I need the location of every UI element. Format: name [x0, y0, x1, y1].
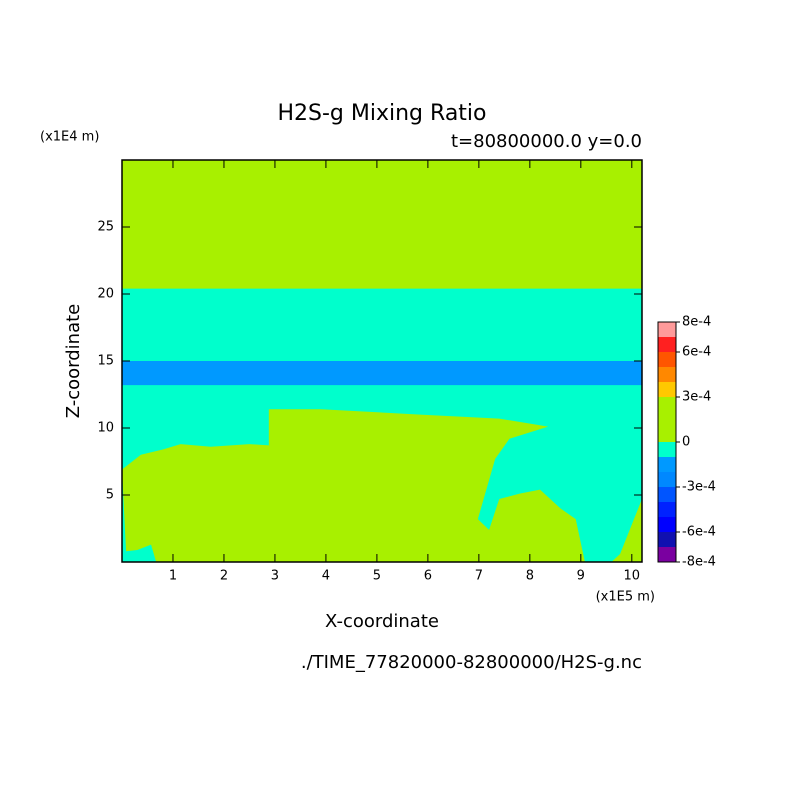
x-tick-label: 1 — [169, 569, 177, 584]
y-unit: (x1E4 m) — [40, 130, 99, 145]
x-tick-label: 7 — [475, 569, 483, 584]
field — [122, 160, 642, 562]
chart-subtitle: t=80800000.0 y=0.0 — [451, 131, 642, 152]
x-tick-label: 5 — [373, 569, 381, 584]
contour-region — [122, 361, 642, 386]
colorbar-segment — [658, 547, 676, 562]
x-axis-label: X-coordinate — [325, 611, 439, 632]
colorbar-segment — [658, 502, 676, 517]
colorbar-tick-label: 3e-4 — [682, 390, 711, 405]
colorbar-tick-label: 0 — [682, 435, 690, 450]
colorbar-tick-label: -8e-4 — [682, 555, 716, 570]
colorbar-segment — [658, 382, 676, 397]
colorbar-segment — [658, 472, 676, 487]
y-axis-label: Z-coordinate — [63, 304, 84, 419]
colorbar-segment — [658, 412, 676, 427]
chart-title: H2S-g Mixing Ratio — [277, 101, 486, 126]
colorbar-segment — [658, 367, 676, 382]
x-unit: (x1E5 m) — [596, 590, 655, 605]
y-tick-label: 20 — [97, 287, 114, 302]
x-tick-label: 8 — [526, 569, 534, 584]
colorbar-segment — [658, 337, 676, 352]
axes: 1 2 3 4 5 6 7 8 9 10 5 10 15 20 25 — [97, 159, 643, 584]
y-tick-label: 10 — [97, 421, 114, 436]
colorbar-tick-label: 6e-4 — [682, 345, 711, 360]
colorbar-tick-label: 8e-4 — [682, 315, 711, 330]
y-tick-label: 25 — [97, 220, 114, 235]
x-tick-label: 9 — [577, 569, 585, 584]
colorbar-segment — [658, 517, 676, 532]
colorbar-tick-label: -3e-4 — [682, 480, 716, 495]
colorbar-segment — [658, 397, 676, 412]
colorbar-segment — [658, 322, 676, 337]
x-tick-label: 6 — [424, 569, 432, 584]
x-tick-label: 10 — [624, 569, 641, 584]
footer: ./TIME_77820000-82800000/H2S-g.nc — [301, 652, 642, 673]
colorbar-tick-label: -6e-4 — [682, 525, 716, 540]
colorbar-segment — [658, 487, 676, 502]
colorbar-segment — [658, 352, 676, 367]
x-tick-label: 3 — [271, 569, 279, 584]
y-tick-label: 5 — [106, 488, 114, 503]
x-tick-label: 2 — [220, 569, 228, 584]
colorbar-segment — [658, 532, 676, 547]
colorbar-segment — [658, 427, 676, 442]
colorbar-segment — [658, 457, 676, 472]
x-tick-label: 4 — [322, 569, 330, 584]
contour-region — [122, 409, 585, 562]
colorbar-segment — [658, 442, 676, 457]
y-tick-label: 15 — [97, 354, 114, 369]
contour-region — [611, 499, 642, 562]
